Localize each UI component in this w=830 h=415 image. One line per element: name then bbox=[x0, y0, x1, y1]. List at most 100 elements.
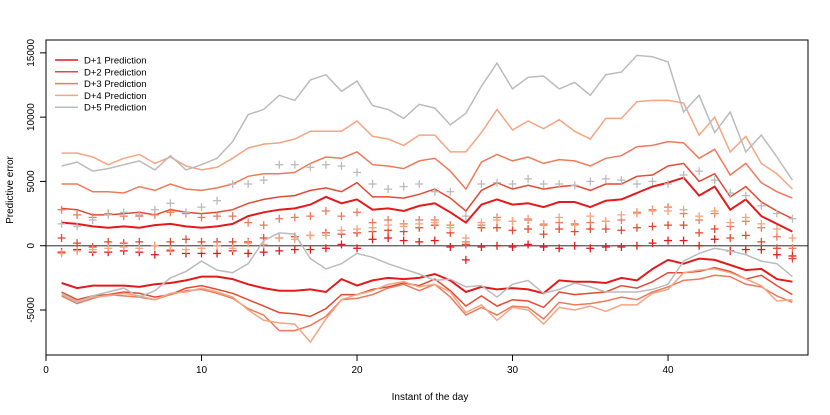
series-4-point bbox=[446, 223, 455, 232]
series-5-point bbox=[259, 176, 268, 185]
series-5-upper-line bbox=[61, 54, 794, 181]
series-4-point bbox=[632, 209, 641, 218]
series-4-point bbox=[399, 222, 408, 231]
series-4-point bbox=[477, 218, 486, 227]
series-5-point bbox=[321, 160, 330, 169]
series-1-point bbox=[259, 248, 268, 257]
series-4-point bbox=[166, 245, 175, 254]
series-5-point bbox=[446, 187, 455, 196]
series-2-point bbox=[601, 225, 610, 233]
series-4-point bbox=[648, 207, 657, 215]
series-5-point bbox=[710, 176, 719, 185]
series-1-point bbox=[306, 245, 315, 254]
series-2-point bbox=[788, 254, 797, 263]
series-2-point bbox=[679, 221, 688, 230]
series-5-point bbox=[135, 210, 144, 219]
series-1-point bbox=[679, 236, 688, 245]
series-5-lower-line bbox=[61, 232, 793, 304]
y-axis-label: Predictive error bbox=[5, 155, 16, 223]
series-1-point bbox=[446, 243, 455, 251]
series-4-point bbox=[601, 217, 610, 226]
series-2-point bbox=[524, 225, 533, 233]
series-5-point bbox=[741, 191, 750, 200]
series-5-point bbox=[586, 177, 595, 186]
series-2-point bbox=[757, 237, 766, 246]
series-1-point bbox=[399, 236, 408, 245]
legend-label: D+2 Prediction bbox=[84, 67, 147, 78]
series-5-point bbox=[695, 167, 704, 176]
series-1-point bbox=[384, 234, 393, 242]
series-1-point bbox=[570, 241, 579, 250]
series-5-point bbox=[337, 162, 346, 170]
series-5-point bbox=[88, 216, 97, 224]
series-5-point bbox=[632, 180, 641, 188]
series-5-point bbox=[772, 209, 781, 218]
series-1-upper-line bbox=[61, 176, 793, 233]
series-1-point bbox=[244, 249, 253, 258]
series-2-point bbox=[741, 231, 750, 240]
series-1-point bbox=[290, 245, 299, 254]
series-5-point bbox=[477, 180, 486, 188]
y-tick-label: 0 bbox=[26, 242, 37, 248]
series-1-point bbox=[150, 250, 159, 259]
series-5-point bbox=[461, 212, 470, 221]
series-3-point bbox=[166, 208, 175, 217]
series-2-point bbox=[726, 234, 735, 242]
legend-label: D+3 Prediction bbox=[84, 79, 147, 90]
series-2-point bbox=[664, 221, 673, 230]
series-5-point bbox=[306, 163, 315, 172]
series-4-point bbox=[415, 219, 424, 228]
series-4-point bbox=[555, 213, 564, 222]
series-1-point bbox=[648, 239, 657, 248]
series-5-point bbox=[57, 219, 66, 228]
series-4-point bbox=[617, 210, 626, 219]
series-5-point bbox=[197, 203, 206, 212]
series-1-point bbox=[477, 243, 486, 251]
series-2-point bbox=[648, 222, 657, 231]
series-4-point bbox=[664, 207, 673, 215]
series-4-point bbox=[306, 231, 315, 240]
series-5-point bbox=[275, 160, 284, 169]
series-5-point bbox=[601, 174, 610, 183]
series-5-point bbox=[104, 210, 113, 219]
series-4-point bbox=[492, 216, 501, 224]
series-2-point bbox=[539, 230, 548, 239]
series-4-point bbox=[150, 241, 159, 250]
series-1-point bbox=[695, 241, 704, 250]
series-4-point bbox=[275, 234, 284, 242]
series-5-point bbox=[181, 208, 190, 217]
series-4-point bbox=[57, 249, 66, 258]
series-2-point bbox=[695, 228, 704, 237]
series-1-point bbox=[617, 243, 626, 251]
series-5-point bbox=[213, 196, 222, 205]
series-4-point bbox=[384, 221, 393, 230]
series-5-point bbox=[384, 185, 393, 194]
series-3-point bbox=[290, 213, 299, 222]
series-3-point bbox=[275, 214, 284, 223]
series-3-point bbox=[73, 210, 82, 219]
x-tick-label: 0 bbox=[43, 365, 49, 376]
series-1-point bbox=[508, 243, 517, 251]
series-5-point bbox=[368, 180, 377, 188]
series-3-point bbox=[321, 207, 330, 215]
series-4-lower-line bbox=[61, 268, 793, 344]
series-4-point bbox=[788, 234, 797, 242]
series-1-point bbox=[337, 240, 346, 249]
series-4-point bbox=[337, 226, 346, 235]
series-1-point bbox=[757, 245, 766, 254]
series-1-point bbox=[710, 235, 719, 244]
series-1-point bbox=[415, 237, 424, 246]
series-2-point bbox=[492, 223, 501, 232]
series-5-point bbox=[648, 177, 657, 186]
series-3-point bbox=[244, 218, 253, 227]
series-5-point bbox=[150, 205, 159, 214]
series-5-point bbox=[788, 214, 797, 223]
series-1-point bbox=[555, 244, 564, 253]
series-4-point bbox=[710, 207, 719, 215]
series-5-points bbox=[57, 160, 797, 231]
series-4-point bbox=[104, 244, 113, 253]
series-3-point bbox=[197, 213, 206, 222]
x-tick-label: 30 bbox=[507, 365, 519, 376]
